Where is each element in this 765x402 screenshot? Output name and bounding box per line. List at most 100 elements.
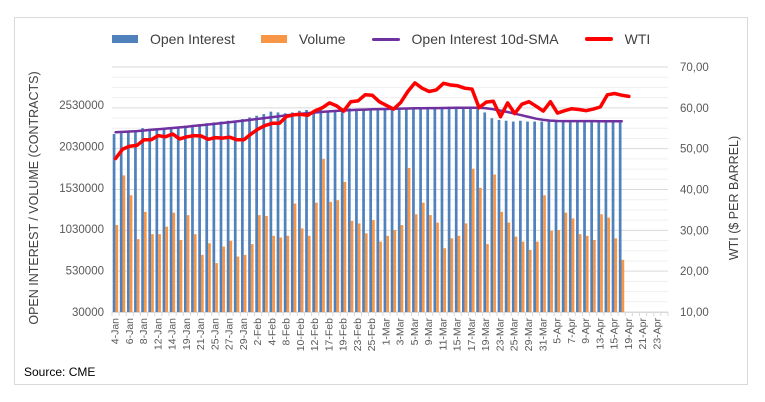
x-tick-label: 21-Apr <box>637 317 649 349</box>
bar-open-interest <box>426 108 430 312</box>
legend-label: Open Interest 10d-SMA <box>411 31 559 47</box>
bar-open-interest <box>576 121 579 312</box>
bar-open-interest <box>447 106 451 312</box>
bar-volume <box>243 254 247 312</box>
bar-volume <box>557 230 561 312</box>
bar-volume <box>158 234 161 312</box>
bar-volume <box>607 217 610 312</box>
legend-item-wti[interactable]: WTI <box>584 31 651 47</box>
x-tick-label: 15-Apr <box>609 317 621 349</box>
y-tick-label: 1030000 <box>59 224 104 236</box>
bar-volume <box>450 238 454 312</box>
x-tick-label: 29-Mar <box>523 318 535 352</box>
x-tick-label: 12-Feb <box>309 318 321 351</box>
x-tick-label: 21-Jan <box>195 318 207 350</box>
bar-open-interest <box>333 109 337 312</box>
bar-volume <box>443 248 447 312</box>
bar-open-interest <box>269 111 273 313</box>
x-tick-label: 12-Jan <box>152 318 164 350</box>
bar-volume <box>429 215 432 312</box>
bar-volume <box>500 211 504 312</box>
x-tick-label: 23-Mar <box>494 318 506 352</box>
x-tick-label: 27-Jan <box>224 318 236 350</box>
bar-volume <box>222 246 226 312</box>
bar-volume <box>343 182 347 312</box>
bar-open-interest <box>604 121 608 312</box>
bar-open-interest <box>205 123 209 312</box>
legend-label: WTI <box>624 31 651 47</box>
bar-volume <box>186 215 190 312</box>
bar-volume <box>400 225 404 312</box>
y-tick-label: 530000 <box>66 266 104 278</box>
bar-open-interest <box>241 119 244 313</box>
x-tick-label: 5-Apr <box>552 318 564 344</box>
bar-volume <box>165 226 169 312</box>
bar-volume <box>350 220 354 312</box>
bar-volume <box>122 175 126 312</box>
bar-open-interest <box>198 124 201 312</box>
bar-open-interest <box>290 112 294 313</box>
x-tick-label: 17-Feb <box>323 318 335 351</box>
bar-open-interest <box>191 124 194 312</box>
x-tick-label: 6-Jan <box>124 318 136 344</box>
bar-open-interest <box>440 107 444 312</box>
bar-volume <box>115 225 119 312</box>
bar-volume <box>493 174 496 312</box>
bar-volume <box>250 244 254 312</box>
bar-volume <box>193 234 197 312</box>
bar-open-interest <box>126 132 130 312</box>
x-tick-label: 29-Jan <box>238 318 250 350</box>
bar-open-interest <box>119 133 123 312</box>
bar-open-interest <box>611 121 615 312</box>
bar-open-interest <box>134 130 137 312</box>
bar-open-interest <box>362 109 365 312</box>
x-tick-label: 9-Mar <box>423 317 435 345</box>
y-tick-label: 30000 <box>72 307 104 319</box>
bar-open-interest <box>355 109 358 312</box>
bar-open-interest <box>554 121 558 312</box>
bar-open-interest <box>112 133 116 312</box>
y-tick-label: 2530000 <box>59 100 104 112</box>
bar-volume <box>129 195 133 312</box>
x-tick-label: 11-Mar <box>437 318 449 351</box>
legend-item-volume[interactable]: Volume <box>260 31 346 47</box>
bar-volume <box>478 187 482 312</box>
bar-volume <box>293 203 297 312</box>
line-wti <box>113 81 631 161</box>
legend-swatch-volume <box>260 35 287 43</box>
y2-tick-label: 30,00 <box>680 225 709 237</box>
bar-open-interest <box>248 117 251 312</box>
bar-open-interest <box>397 108 401 312</box>
bar-open-interest <box>347 108 351 312</box>
bar-volume <box>621 259 625 312</box>
bar-open-interest <box>340 108 344 312</box>
legend-item-open-interest[interactable]: Open Interest <box>112 31 235 47</box>
bar-volume <box>307 235 311 312</box>
x-tick-label: 2-Feb <box>252 318 264 346</box>
bar-volume <box>393 230 397 312</box>
bar-open-interest <box>490 118 494 312</box>
bar-open-interest <box>404 108 408 312</box>
bar-open-interest <box>276 112 280 313</box>
bar-open-interest <box>183 125 187 312</box>
bars <box>112 106 625 313</box>
bar-open-interest <box>283 113 287 312</box>
x-tick-label: 14-Jan <box>167 318 179 350</box>
bar-volume <box>600 214 603 312</box>
bar-open-interest <box>454 106 458 312</box>
bar-volume <box>571 218 575 312</box>
x-tick-label: 23-Feb <box>352 318 364 351</box>
bar-open-interest <box>526 121 529 312</box>
bar-open-interest <box>305 109 308 312</box>
bar-volume <box>486 244 489 312</box>
legend-item-sma[interactable]: Open Interest 10d-SMA <box>371 31 559 47</box>
x-tick-label: 31-Mar <box>537 318 549 352</box>
bar-volume <box>614 238 618 312</box>
x-tick-label: 7-Apr <box>566 318 578 344</box>
bar-volume <box>315 202 318 312</box>
bar-volume <box>521 241 525 312</box>
x-tick-label: 5-Mar <box>409 317 421 345</box>
bar-open-interest <box>212 122 216 312</box>
legend-swatch-sma <box>371 37 400 41</box>
bar-open-interest <box>590 121 594 312</box>
